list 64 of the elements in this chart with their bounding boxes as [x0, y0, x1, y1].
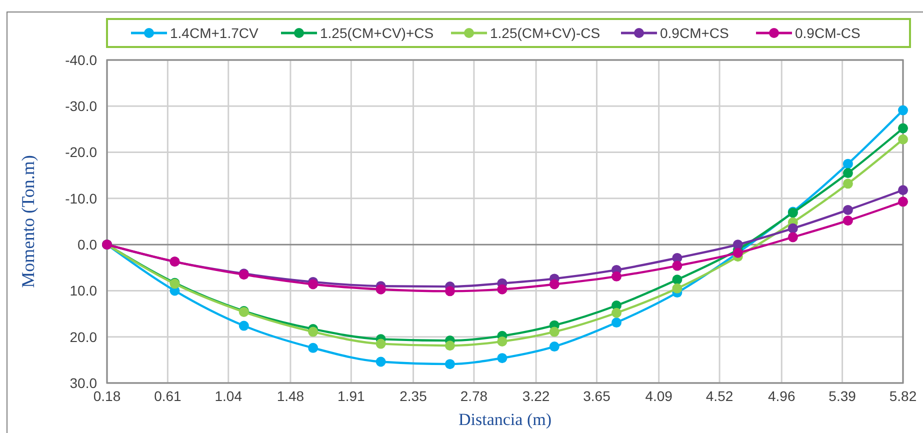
point: [898, 196, 908, 207]
point: [898, 123, 908, 134]
y-tick-label: 20.0: [70, 328, 98, 345]
y-tick-label: -30.0: [65, 98, 98, 114]
point: [497, 336, 508, 346]
y-tick-label: 10.0: [70, 282, 98, 299]
point: [672, 274, 682, 285]
point: [549, 342, 560, 352]
point: [842, 168, 853, 178]
point: [842, 204, 853, 215]
x-tick-label: 1.04: [214, 388, 242, 404]
x-tick-label: 3.22: [522, 388, 550, 404]
point: [549, 279, 560, 290]
point: [444, 340, 455, 351]
point: [444, 359, 455, 370]
x-axis-title: Distancia (m): [458, 410, 552, 429]
x-tick-label: 5.39: [828, 388, 856, 404]
point: [497, 353, 508, 364]
point: [842, 158, 853, 169]
x-tick-label: 1.91: [338, 388, 365, 404]
point: [308, 342, 318, 353]
point: [308, 279, 318, 290]
point: [898, 185, 908, 196]
legend-label: 1.25(CM+CV)-CS: [490, 24, 600, 41]
x-tick-label: 0.18: [93, 388, 121, 404]
x-tick-label: 4.96: [768, 388, 796, 404]
point: [611, 318, 622, 328]
y-tick-label: 30.0: [70, 374, 98, 391]
point: [611, 271, 622, 282]
point: [732, 240, 743, 250]
x-tick-label: 4.09: [645, 388, 673, 404]
point: [898, 134, 908, 144]
x-tick-label: 1.48: [276, 388, 304, 404]
point: [376, 338, 386, 349]
point: [549, 326, 560, 337]
x-tick-label: 2.78: [460, 388, 488, 404]
legend-label: 0.9CM-CS: [795, 24, 860, 41]
y-tick-label: 0.0: [78, 236, 98, 252]
x-tick-label: 4.52: [706, 388, 734, 404]
point: [788, 223, 798, 234]
x-tick-label: 0.61: [154, 388, 182, 404]
x-tick-label: 3.65: [583, 388, 611, 404]
y-tick-label: -10.0: [65, 190, 98, 206]
point: [611, 308, 622, 318]
point: [376, 284, 386, 294]
point: [308, 326, 318, 337]
x-tick-label: 5.82: [889, 388, 917, 404]
legend-label: 1.4CM+1.7CV: [170, 24, 259, 41]
y-axis-title: Momento (Ton.m): [18, 155, 38, 288]
legend-label: 0.9CM+CS: [660, 24, 729, 41]
point: [444, 286, 455, 296]
point: [898, 105, 908, 116]
point: [788, 232, 798, 242]
point: [672, 260, 682, 271]
x-tick-label: 2.35: [400, 388, 428, 404]
point: [376, 356, 386, 367]
point: [842, 178, 853, 189]
y-tick-label: -20.0: [65, 144, 98, 160]
y-tick-label: -40.0: [65, 52, 98, 68]
point: [238, 320, 249, 331]
point: [672, 283, 682, 294]
legend-label: 1.25(CM+CV)+CS: [320, 24, 434, 41]
point: [497, 284, 508, 294]
point: [842, 216, 853, 226]
